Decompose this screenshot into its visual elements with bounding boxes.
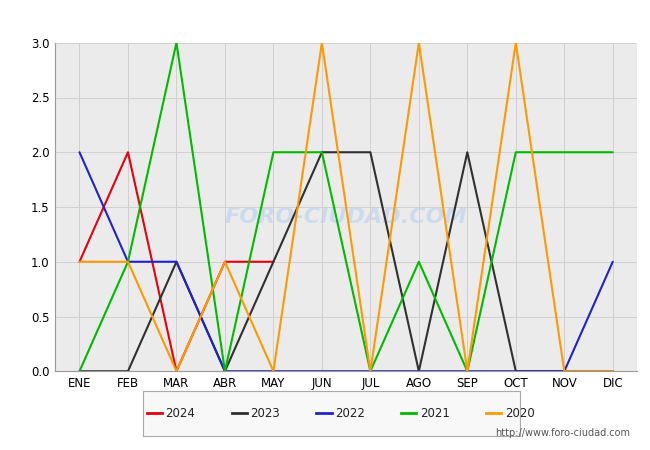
Text: http://www.foro-ciudad.com: http://www.foro-ciudad.com	[495, 428, 630, 438]
Text: Matriculaciones de Vehiculos en Sant Ramon: Matriculaciones de Vehiculos en Sant Ram…	[123, 10, 527, 28]
Text: 2023: 2023	[250, 407, 280, 419]
Text: 2022: 2022	[335, 407, 365, 419]
Text: 2024: 2024	[166, 407, 196, 419]
Text: 2020: 2020	[505, 407, 535, 419]
Text: FORO-CIUDAD.COM: FORO-CIUDAD.COM	[225, 207, 467, 227]
Text: 2021: 2021	[420, 407, 450, 419]
